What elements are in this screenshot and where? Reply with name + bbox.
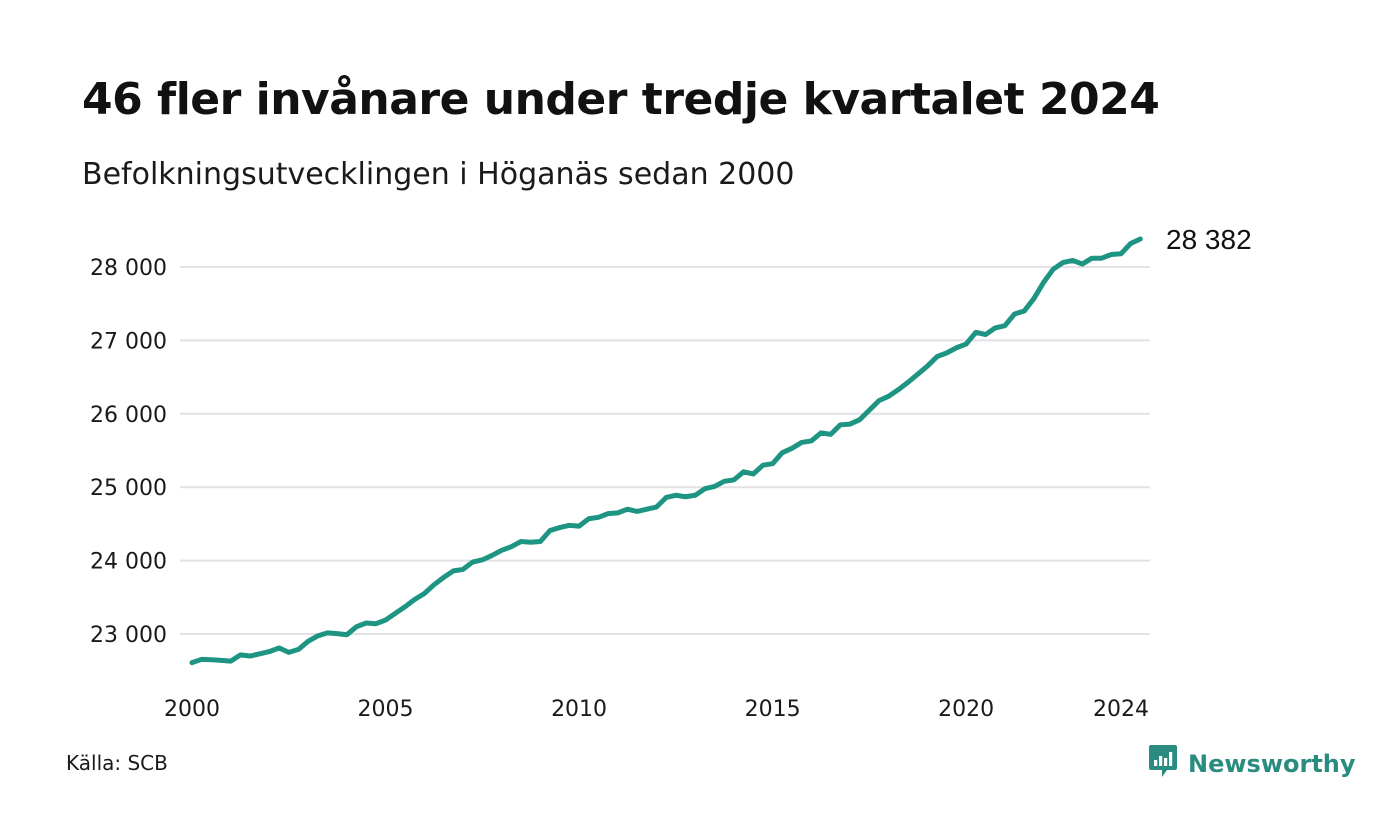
y-tick-label: 24 000 (90, 550, 167, 575)
series-line (189, 236, 1143, 666)
chart-subtitle: Befolkningsutvecklingen i Höganäs sedan … (82, 157, 795, 192)
gridlines (180, 266, 1150, 635)
x-tick-label: 2024 (1093, 697, 1149, 722)
line-chart: 23 000 24 000 25 000 26 000 27 000 28 000 200… (90, 224, 1252, 722)
y-tick-label: 27 000 (90, 329, 167, 354)
brand-logo[interactable]: Newsworthy (1148, 744, 1356, 783)
newsworthy-logo-icon (1148, 744, 1178, 783)
end-value-label: 28 382 (1166, 224, 1252, 255)
y-tick-label: 25 000 (90, 476, 167, 501)
x-tick-label: 2005 (358, 697, 414, 722)
source-note: Källa: SCB (66, 751, 168, 775)
series-layer (189, 236, 1143, 666)
y-axis-tick-labels: 23 000 24 000 25 000 26 000 27 000 28 000 (90, 256, 167, 648)
x-tick-label: 2000 (164, 697, 220, 722)
y-tick-label: 23 000 (90, 623, 167, 648)
x-axis-tick-labels: 2000 2005 2010 2015 2020 2024 (164, 697, 1149, 722)
y-tick-label: 26 000 (90, 403, 167, 428)
x-tick-label: 2010 (551, 697, 607, 722)
end-label-layer: 28 382 (1166, 224, 1252, 255)
brand-name: Newsworthy (1188, 749, 1356, 778)
x-tick-label: 2015 (745, 697, 801, 722)
x-tick-label: 2020 (938, 697, 994, 722)
y-tick-label: 28 000 (90, 256, 167, 281)
chart-title: 46 fler invånare under tredje kvartalet … (82, 74, 1160, 125)
